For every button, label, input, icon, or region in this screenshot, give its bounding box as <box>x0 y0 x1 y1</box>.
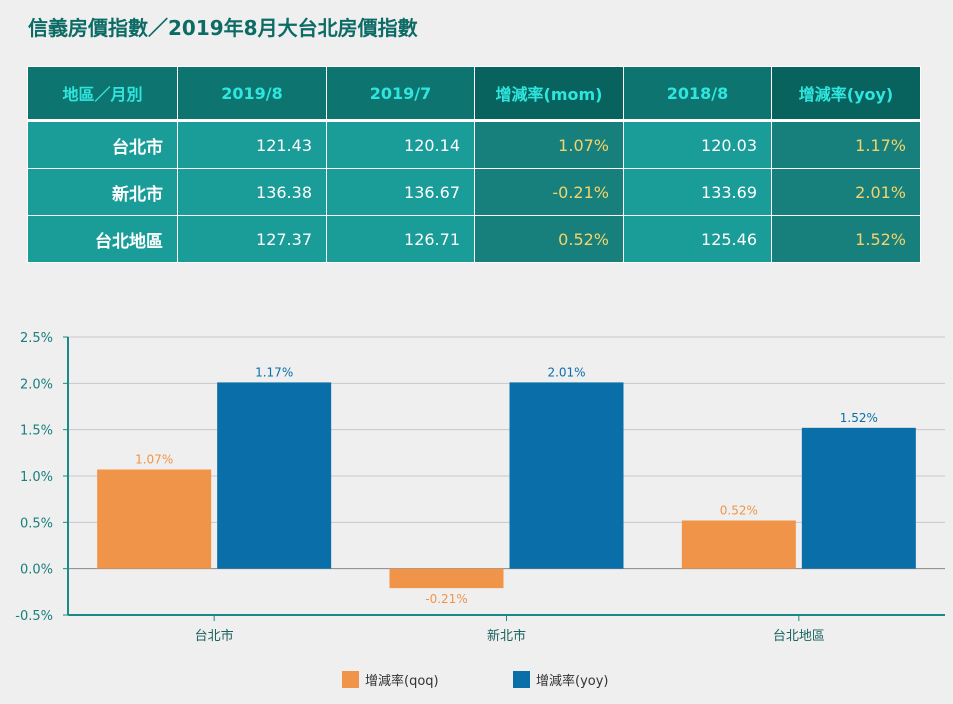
cell-2019-8: 127.37 <box>177 215 327 263</box>
cell-2019-7: 126.71 <box>326 215 475 263</box>
legend-label-qoq: 增減率(qoq) <box>365 674 439 689</box>
row-region: 台北市 <box>27 120 178 169</box>
header-region: 地區／月別 <box>27 66 178 121</box>
data-label: 0.52% <box>720 503 758 517</box>
header-yoy: 增減率(yoy) <box>771 66 921 121</box>
legend-item-yoy[interactable]: 增減率(yoy) <box>513 670 608 689</box>
data-label: 1.07% <box>135 453 173 467</box>
row-region: 新北市 <box>27 168 178 216</box>
header-2018-8: 2018/8 <box>623 66 772 121</box>
bar-chart: -0.5% 0.0% 0.5% 1.0% 1.5% 2.0% 2.5% 台北市 1.07% 1.1… <box>15 331 945 644</box>
cell-mom: 1.07% <box>474 120 624 169</box>
data-label: 1.17% <box>255 365 293 379</box>
cell-2019-8: 136.38 <box>177 168 327 216</box>
legend-swatch-qoq <box>342 671 359 688</box>
cell-2018-8: 125.46 <box>623 215 772 263</box>
header-2019-8: 2019/8 <box>177 66 327 121</box>
header-2019-7: 2019/7 <box>326 66 475 121</box>
chart-legend: 增減率(qoq) 增減率(yoy) <box>0 670 953 690</box>
y-tick-label: 1.5% <box>20 424 53 439</box>
bar-yoy <box>509 382 624 569</box>
x-tick-label: 台北地區 <box>773 629 825 644</box>
cell-mom: -0.21% <box>474 168 624 216</box>
bar-qoq <box>681 520 796 569</box>
legend-label-yoy: 增減率(yoy) <box>536 674 609 689</box>
table-row: 新北市 136.38 136.67 -0.21% 133.69 2.01% <box>27 168 921 216</box>
y-tick-label: 2.5% <box>20 331 53 346</box>
page-title: 信義房價指數／2019年8月大台北房價指數 <box>28 16 418 40</box>
legend-swatch-yoy <box>513 671 530 688</box>
table-row: 台北地區 127.37 126.71 0.52% 125.46 1.52% <box>27 215 921 263</box>
header-mom: 增減率(mom) <box>474 66 624 121</box>
cell-yoy: 2.01% <box>771 168 921 216</box>
y-tick-label: 1.0% <box>20 470 53 485</box>
bar-yoy <box>217 382 332 569</box>
bar-yoy <box>801 427 916 569</box>
cell-2019-7: 120.14 <box>326 120 475 169</box>
price-index-table: 地區／月別 2019/8 2019/7 增減率(mom) 2018/8 增減率(… <box>27 66 921 263</box>
cell-2018-8: 120.03 <box>623 120 772 169</box>
data-label: 2.01% <box>547 365 585 379</box>
data-label: -0.21% <box>425 592 467 606</box>
y-tick-label: 2.0% <box>20 377 53 392</box>
x-tick-label: 台北市 <box>195 628 234 644</box>
y-tick-label: 0.0% <box>20 563 53 578</box>
table-header-row: 地區／月別 2019/8 2019/7 增減率(mom) 2018/8 增減率(… <box>27 66 921 121</box>
x-tick-label: 新北市 <box>487 628 526 644</box>
cell-2019-8: 121.43 <box>177 120 327 169</box>
bar-qoq <box>97 469 212 569</box>
cell-mom: 0.52% <box>474 215 624 263</box>
cell-2019-7: 136.67 <box>326 168 475 216</box>
bar-qoq <box>389 568 504 589</box>
y-tick-label: -0.5% <box>15 609 53 624</box>
cell-2018-8: 133.69 <box>623 168 772 216</box>
table-row: 台北市 121.43 120.14 1.07% 120.03 1.17% <box>27 120 921 169</box>
row-region: 台北地區 <box>27 215 178 263</box>
cell-yoy: 1.52% <box>771 215 921 263</box>
legend-item-qoq[interactable]: 增減率(qoq) <box>342 670 439 689</box>
y-tick-label: 0.5% <box>20 516 53 531</box>
cell-yoy: 1.17% <box>771 120 921 169</box>
data-label: 1.52% <box>840 411 878 425</box>
